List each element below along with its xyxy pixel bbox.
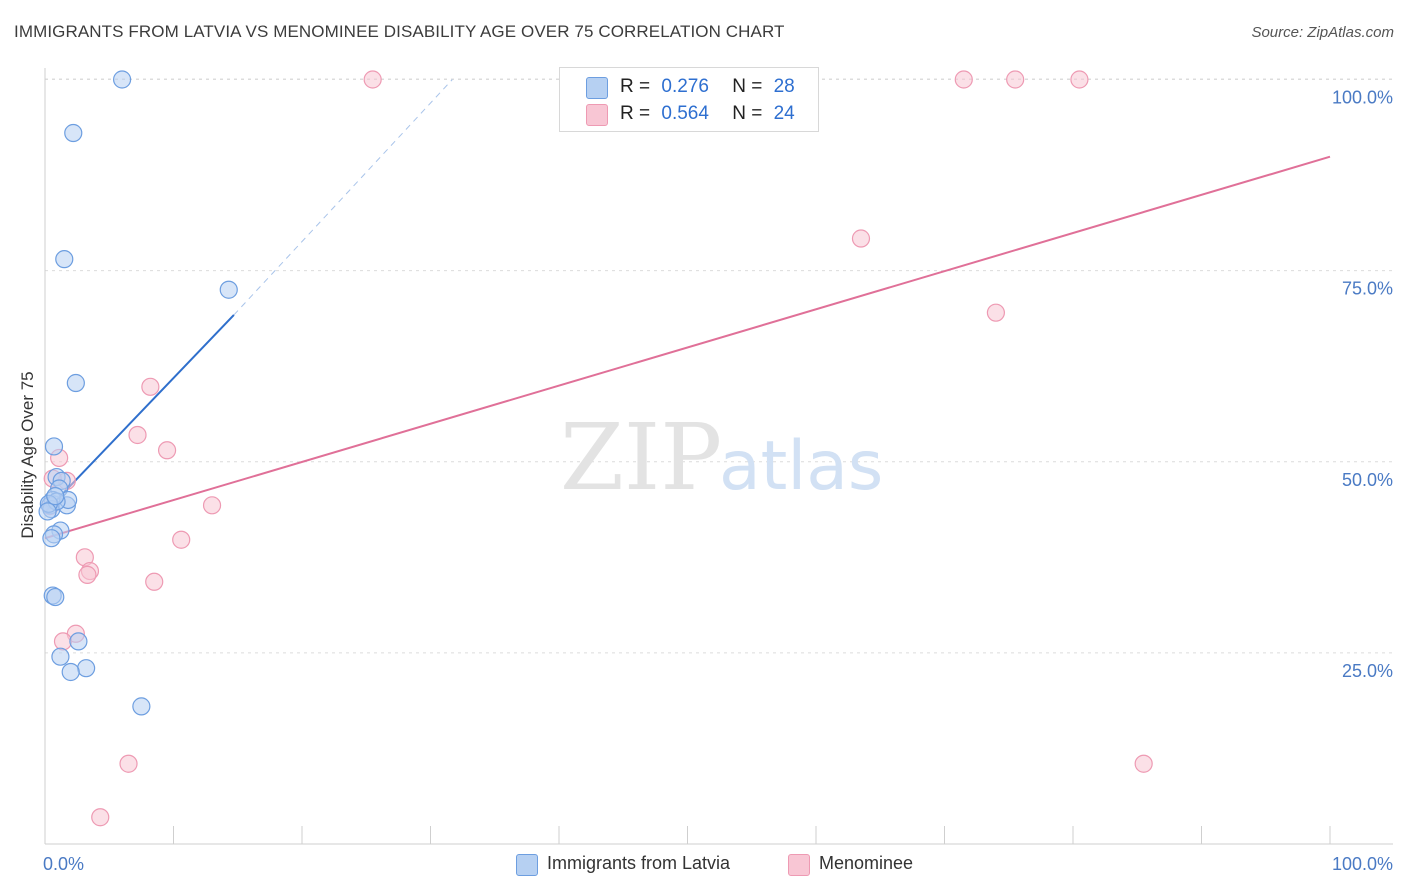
grid-lines <box>45 78 1393 654</box>
y-tick-label: 25.0% <box>1342 661 1393 681</box>
legend-r-label: R = <box>620 103 651 124</box>
y-tick-label: 75.0% <box>1342 279 1393 299</box>
axes <box>44 68 1393 845</box>
point-latvia <box>77 659 96 678</box>
point-latvia <box>51 647 70 666</box>
point-menominee <box>363 70 382 89</box>
watermark: ZIP atlas <box>560 404 883 511</box>
y-axis-label: Disability Age Over 75 <box>18 371 37 538</box>
point-menominee <box>128 425 147 445</box>
legend-r-label: R = <box>620 76 651 97</box>
legend-swatch-blue <box>516 854 538 876</box>
point-menominee <box>53 632 73 651</box>
trend-line-menominee <box>44 155 1331 540</box>
point-latvia <box>46 587 65 607</box>
point-latvia <box>46 487 65 506</box>
point-menominee <box>954 70 973 89</box>
legend-r-value: 0.276 <box>661 76 709 97</box>
point-menominee <box>1134 754 1153 773</box>
legend-swatch-blue <box>586 77 608 99</box>
legend-n-value: 24 <box>773 103 795 124</box>
point-latvia <box>112 70 132 89</box>
point-menominee <box>1070 70 1089 89</box>
point-latvia <box>69 632 88 651</box>
point-menominee <box>141 377 160 396</box>
data-points <box>38 70 1153 827</box>
point-latvia <box>64 123 83 143</box>
tick-labels: 25.0% 50.0% 75.0% 100.0% 0.0% 100.0% <box>43 88 1393 875</box>
trend-line-latvia <box>44 314 235 513</box>
point-menominee <box>119 754 138 773</box>
legend-r-value: 0.564 <box>661 103 709 124</box>
trend-extension-latvia <box>233 79 453 316</box>
point-menominee <box>986 303 1006 322</box>
point-menominee <box>145 572 164 591</box>
legend-n-label: N = <box>732 103 763 124</box>
point-menominee <box>202 496 222 515</box>
legend-n-value: 28 <box>773 76 795 97</box>
y-tick-label: 100.0% <box>1332 88 1393 108</box>
x-tick-label: 0.0% <box>43 854 84 874</box>
chart-title: IMMIGRANTS FROM LATVIA VS MENOMINEE DISA… <box>14 22 785 41</box>
point-latvia <box>42 529 61 548</box>
point-latvia <box>219 280 238 299</box>
point-latvia <box>55 250 74 269</box>
x-tick-label: 100.0% <box>1332 854 1393 874</box>
legend-swatch-pink <box>586 104 608 126</box>
correlation-legend: R = 0.276 N = 28 R = 0.564 N = 24 <box>559 67 819 132</box>
watermark-atlas: atlas <box>719 427 883 506</box>
point-menominee <box>851 229 871 248</box>
point-latvia <box>44 437 64 456</box>
legend-swatch-pink <box>788 854 810 876</box>
point-latvia <box>66 373 85 393</box>
point-menominee <box>157 441 177 460</box>
watermark-zip: ZIP <box>560 404 722 511</box>
point-latvia <box>132 697 151 716</box>
y-tick-label: 50.0% <box>1342 470 1393 490</box>
legend-n-label: N = <box>732 76 763 97</box>
point-menominee <box>1006 70 1025 89</box>
trend-lines <box>44 79 1331 540</box>
legend-label: Menominee <box>819 853 914 873</box>
point-menominee <box>172 530 191 549</box>
point-latvia <box>38 502 57 521</box>
point-menominee <box>91 808 110 827</box>
point-latvia <box>61 662 80 682</box>
legend-label: Immigrants from Latvia <box>547 853 731 873</box>
source-label: Source: ZipAtlas.com <box>1251 24 1394 41</box>
point-menominee <box>78 565 97 584</box>
